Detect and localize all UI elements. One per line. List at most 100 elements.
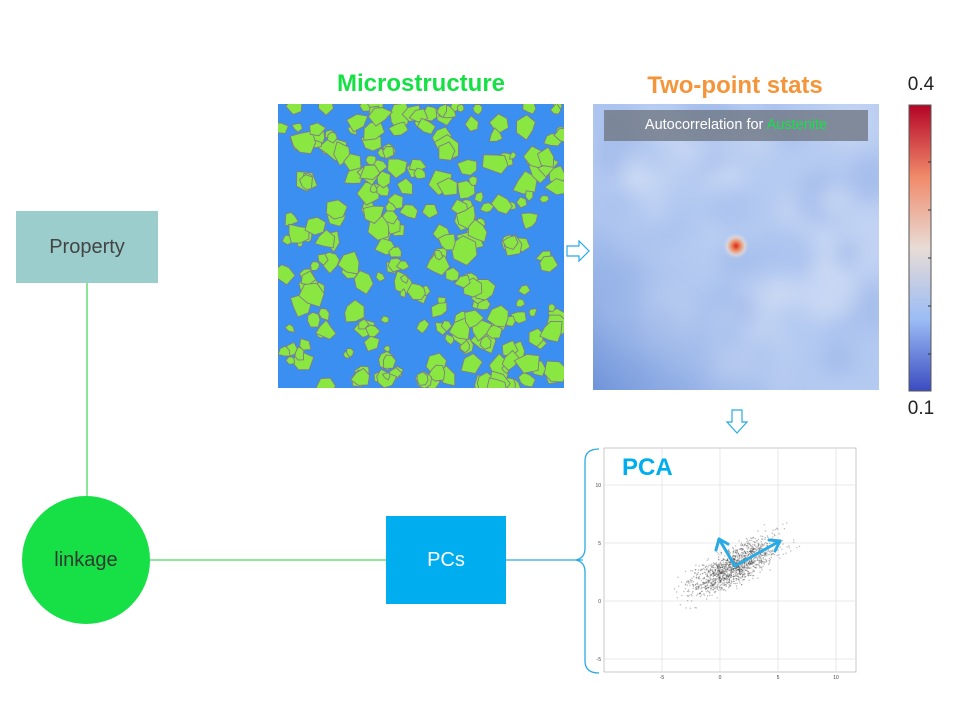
grain: [501, 349, 521, 372]
austenite-label: Austenite: [766, 117, 828, 133]
grain: [398, 204, 419, 220]
grain: [363, 335, 380, 352]
grain: [416, 117, 437, 135]
grain: [413, 167, 426, 180]
grain: [358, 318, 370, 330]
grain: [473, 191, 484, 204]
grain: [365, 324, 381, 339]
y-tick-label: 5: [598, 541, 601, 547]
grain: [307, 311, 321, 328]
grain: [520, 212, 539, 230]
grain: [369, 182, 378, 194]
grain: [467, 219, 488, 243]
x-tick-label: 5: [777, 675, 780, 681]
grain: [502, 235, 519, 250]
autocorrelation-prefix: Autocorrelation for: [644, 117, 767, 133]
grain: [445, 266, 460, 282]
grain: [396, 177, 413, 196]
two-point-stats-title: Two-point stats: [647, 72, 823, 99]
grain: [525, 190, 534, 202]
grain: [543, 360, 564, 383]
grain: [381, 210, 399, 225]
grain: [486, 304, 509, 328]
grain: [416, 371, 429, 386]
grain: [315, 377, 337, 388]
grain: [383, 354, 397, 369]
grain: [359, 164, 381, 180]
grain: [399, 274, 409, 284]
grain: [278, 264, 296, 286]
grain: [509, 150, 517, 160]
grain: [325, 199, 348, 220]
grain: [381, 372, 391, 381]
grain: [430, 302, 448, 318]
grain: [399, 288, 407, 299]
grain: [472, 104, 483, 116]
grain: [421, 203, 439, 219]
grain: [513, 353, 540, 374]
grain: [515, 298, 526, 308]
property-label: Property: [49, 235, 125, 258]
colorbar-min-label: 0.1: [907, 398, 935, 419]
grain: [528, 308, 538, 317]
grain: [464, 309, 485, 329]
pca-scatter-plot: -5 0 5 10 10 5 0 -5: [595, 447, 857, 681]
grain: [487, 377, 507, 388]
grain: [395, 260, 410, 271]
grain: [539, 195, 550, 204]
grain: [314, 229, 336, 249]
grain: [456, 159, 478, 176]
x-tick-label: -5: [660, 675, 665, 681]
grain: [547, 303, 556, 313]
grain: [456, 104, 465, 113]
grain: [285, 104, 303, 116]
grain: [291, 122, 304, 133]
autocorrelation-banner: Autocorrelation for Austenite: [604, 110, 868, 141]
grain: [367, 107, 393, 127]
grain: [549, 104, 562, 115]
grain: [387, 121, 409, 137]
two-point-stats-map: [593, 104, 879, 390]
grain: [343, 153, 362, 172]
grain: [318, 104, 334, 116]
x-tick-label: 0: [719, 675, 722, 681]
linkage-label: linkage: [54, 548, 118, 571]
property-box: Property: [16, 211, 158, 283]
grain: [481, 154, 509, 175]
grain: [436, 104, 448, 119]
grain: [345, 113, 369, 133]
linkage-circle: linkage: [22, 496, 150, 624]
grain: [517, 284, 531, 296]
grain: [298, 174, 313, 190]
grain: [382, 344, 391, 353]
grain: [464, 115, 479, 132]
grain: [318, 307, 330, 321]
grain: [539, 255, 559, 273]
grain: [516, 114, 536, 141]
pcs-label: PCs: [427, 548, 465, 571]
y-tick-label: -5: [597, 657, 602, 663]
grain: [382, 146, 395, 160]
grain: [284, 323, 296, 334]
grain: [539, 320, 563, 343]
grain: [440, 320, 453, 333]
colorbar: [908, 104, 932, 392]
grain: [345, 348, 355, 359]
microstructure-image: [278, 104, 564, 388]
grain: [380, 315, 390, 324]
grain: [310, 261, 321, 271]
grain: [317, 253, 329, 266]
grain: [517, 372, 536, 388]
grain: [285, 356, 295, 365]
grain: [444, 333, 455, 346]
grain: [388, 246, 402, 258]
grain: [438, 141, 456, 161]
grain: [437, 233, 456, 251]
right-arrow-icon: [566, 239, 590, 263]
y-tick-label: 0: [598, 599, 601, 605]
grain: [468, 175, 478, 186]
grain: [376, 170, 391, 189]
grain: [425, 253, 451, 276]
y-tick-label: 10: [595, 483, 601, 489]
grain: [362, 205, 385, 224]
